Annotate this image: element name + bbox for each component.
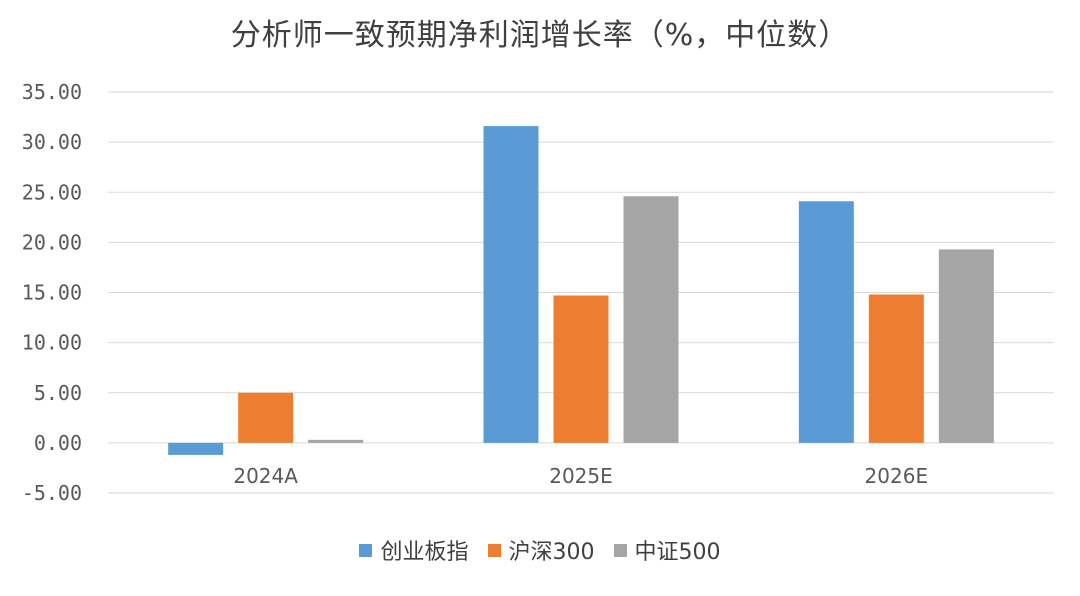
y-axis-ticks: 35.00 30.00 25.00 20.00 15.00 10.00 5.00 0.00 -5… bbox=[22, 80, 82, 505]
y-tick-label: -5.00 bbox=[22, 481, 82, 505]
bar-2025E-1 bbox=[553, 295, 609, 443]
bar-2026E-1 bbox=[868, 294, 924, 443]
y-tick-label: 25.00 bbox=[22, 180, 82, 204]
x-tick-label: 2026E bbox=[865, 464, 929, 488]
bar-2024A-0 bbox=[168, 442, 224, 455]
chart-title: 分析师一致预期净利润增长率（%，中位数） bbox=[230, 18, 850, 53]
x-axis-ticks: 2024A 2025E 2026E bbox=[233, 464, 928, 488]
y-tick-label: 20.00 bbox=[22, 230, 82, 254]
x-tick-label: 2025E bbox=[549, 464, 613, 488]
x-tick-label: 2024A bbox=[233, 464, 298, 488]
y-tick-label: 30.00 bbox=[22, 130, 82, 154]
bar-2024A-1 bbox=[238, 392, 294, 443]
bar-2026E-0 bbox=[798, 201, 854, 443]
bar-2025E-2 bbox=[623, 196, 679, 443]
y-tick-label: 10.00 bbox=[22, 331, 82, 355]
y-tick-label: 35.00 bbox=[22, 80, 82, 104]
bar-2024A-2 bbox=[308, 439, 364, 443]
legend: 创业板指 沪深300 中证500 bbox=[0, 534, 1080, 566]
y-tick-label: 0.00 bbox=[34, 431, 82, 455]
bars bbox=[168, 126, 994, 455]
legend-swatch-1 bbox=[487, 543, 501, 557]
bar-2025E-0 bbox=[483, 126, 539, 443]
legend-item-1: 沪深300 bbox=[487, 534, 595, 566]
y-tick-label: 15.00 bbox=[22, 281, 82, 305]
legend-swatch-2 bbox=[613, 543, 627, 557]
legend-item-2: 中证500 bbox=[613, 534, 721, 566]
legend-label-1: 沪深300 bbox=[508, 540, 595, 565]
bar-2026E-2 bbox=[938, 249, 994, 443]
y-tick-label: 5.00 bbox=[34, 381, 82, 405]
legend-item-0: 创业板指 bbox=[359, 534, 469, 566]
legend-label-0: 创业板指 bbox=[380, 540, 469, 565]
legend-label-2: 中证500 bbox=[634, 540, 721, 565]
legend-swatch-0 bbox=[359, 543, 373, 557]
